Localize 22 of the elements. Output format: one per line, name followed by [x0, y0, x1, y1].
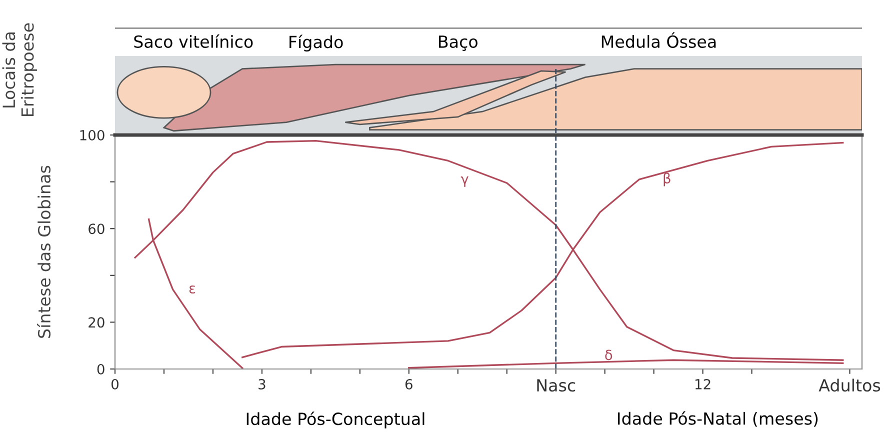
text: Idade Pós-Natal (meses): [618, 411, 818, 427]
series-label: β: [664, 172, 670, 186]
y-tick-label: 20: [88, 317, 104, 328]
text: Locais da Eritropoese: [2, 23, 38, 116]
x-tick-label: 0: [111, 378, 118, 390]
text: Baço: [439, 36, 478, 51]
x-tick-label: 3: [258, 378, 266, 390]
x-tick-label: 12: [695, 378, 710, 390]
text: Fígado: [290, 34, 343, 52]
x-tick-label: Adultos: [818, 378, 880, 392]
x-axis-title: Idade Pós-Conceptual: [246, 412, 424, 428]
y-tick-label: 60: [88, 224, 104, 234]
series-label: δ: [605, 350, 612, 360]
x-tick-label: Nasc: [537, 379, 576, 392]
y-tick-label: 100: [80, 130, 104, 140]
series-label: γ: [460, 176, 468, 187]
text: Medula Óssea: [602, 32, 716, 48]
text: Saco vitelínico: [134, 34, 253, 48]
x-tick-label: 6: [405, 378, 412, 390]
series-label: ε: [189, 285, 196, 294]
y-tick-label: 0: [97, 364, 104, 374]
y-axis-title: Síntese das Globinas: [36, 166, 51, 338]
